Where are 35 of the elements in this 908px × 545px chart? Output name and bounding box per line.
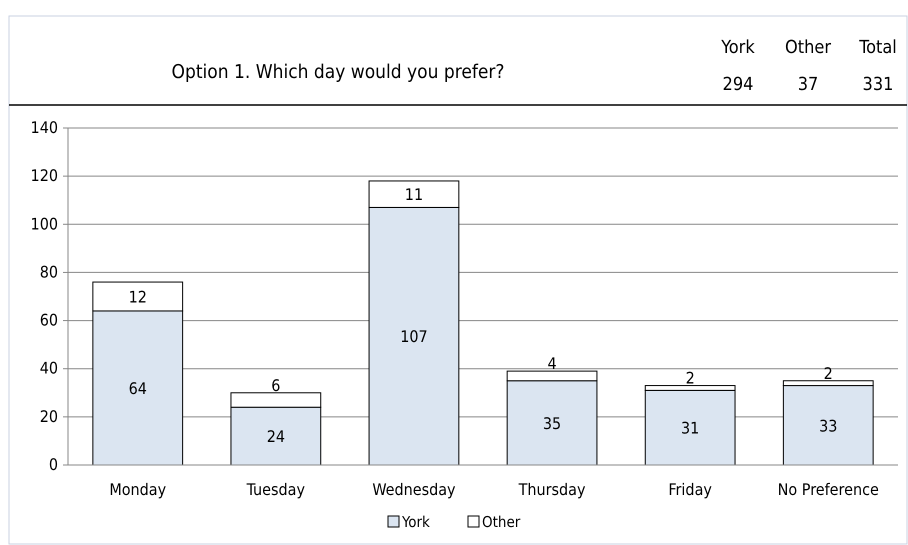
x-tick-label: Friday	[668, 480, 712, 499]
data-label: 33	[819, 416, 838, 436]
y-tick-label: 40	[40, 358, 58, 378]
y-tick-label: 20	[40, 406, 58, 426]
data-label: 2	[686, 368, 695, 388]
x-tick-label: Monday	[109, 480, 167, 499]
data-label: 107	[400, 327, 428, 346]
text: Other	[785, 37, 832, 58]
data-label: 24	[266, 427, 285, 446]
legend-label: York	[401, 513, 430, 531]
data-label: 12	[128, 288, 147, 306]
y-tick-label: 60	[40, 310, 58, 330]
text: 37	[798, 74, 818, 95]
text: Total	[858, 37, 897, 58]
data-label: 11	[404, 185, 424, 204]
data-label: 4	[547, 354, 557, 374]
y-tick-label: 140	[30, 118, 58, 137]
legend-label: Other	[482, 513, 521, 531]
y-tick-label: 100	[30, 214, 58, 234]
x-tick-label: Thursday	[518, 480, 586, 499]
data-label: 64	[128, 378, 147, 398]
y-tick-label: 120	[30, 166, 58, 186]
data-label: 6	[271, 376, 280, 395]
y-tick-label: 80	[40, 262, 58, 282]
text: 294	[722, 74, 754, 95]
data-label: 31	[681, 418, 700, 438]
chart-title: Option 1. Which day would you prefer?	[172, 61, 504, 83]
text: York	[720, 37, 756, 58]
text: 331	[862, 74, 894, 95]
data-label: 2	[824, 364, 833, 383]
x-tick-label: Wednesday	[372, 480, 456, 499]
y-tick-label: 0	[48, 455, 58, 474]
x-tick-label: Tuesday	[246, 480, 306, 499]
x-tick-label: No Preference	[778, 480, 879, 499]
data-label: 35	[542, 414, 562, 433]
